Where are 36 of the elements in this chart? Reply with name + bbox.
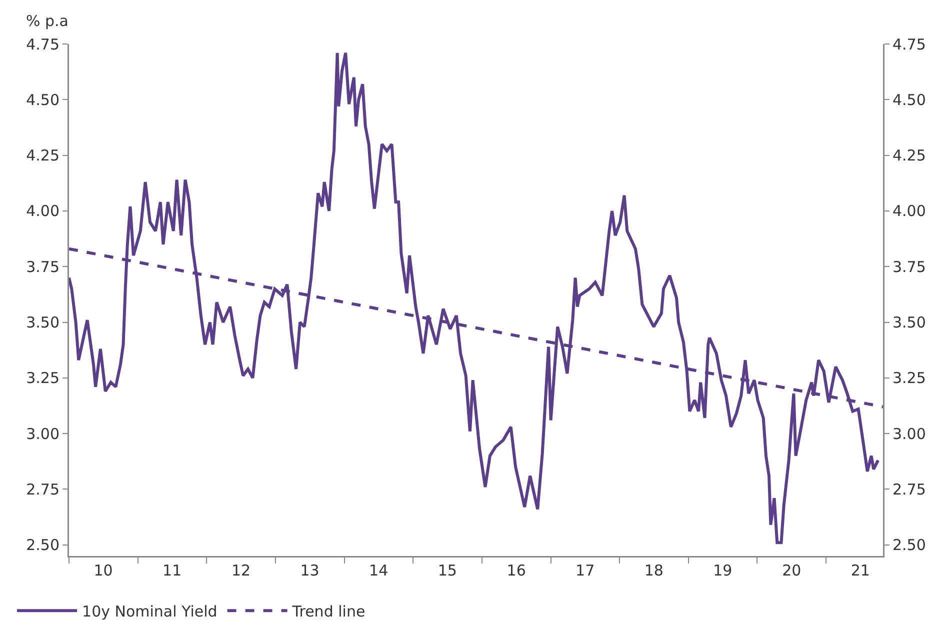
legend-label: Trend line (291, 602, 366, 620)
y-tick-label: 4.25 (26, 146, 60, 165)
y2-tick-label: 3.00 (892, 424, 926, 443)
y-tick-label: 3.00 (26, 424, 60, 443)
x-tick-label: 10 (94, 562, 113, 580)
y2-tick-label: 3.25 (892, 369, 926, 388)
line-series (69, 51, 880, 544)
x-tick-label: 13 (300, 562, 320, 580)
y2-tick-label: 2.75 (892, 480, 926, 498)
y2-tick-label: 4.75 (892, 35, 926, 54)
y-tick-label: 3.50 (26, 314, 60, 332)
x-tick-label: 14 (369, 562, 388, 580)
x-tick-label: 21 (850, 562, 870, 580)
y-tick-label: 3.25 (26, 369, 60, 388)
y-tick-label: 4.50 (26, 90, 60, 109)
y-tick-label: 4.75 (26, 35, 60, 54)
y-tick-label: 4.00 (26, 202, 60, 220)
x-tick-label: 12 (231, 562, 251, 580)
y2-tick-label: 4.00 (892, 202, 926, 220)
y2-tick-label: 3.50 (892, 314, 926, 332)
x-tick-label: 17 (576, 562, 595, 580)
x-tick-label: 18 (644, 562, 664, 580)
x-tick-label: 15 (438, 562, 457, 580)
x-tick-label: 19 (713, 562, 732, 580)
legend-label: 10y Nominal Yield (82, 602, 218, 620)
y2-tick-label: 2.50 (892, 536, 926, 554)
y-tick-label: 3.75 (26, 258, 60, 276)
y-axis-title: % p.a (26, 12, 69, 30)
x-tick-label: 20 (782, 562, 802, 580)
x-tick-label: 11 (162, 562, 182, 580)
y-tick-label: 2.50 (26, 536, 60, 554)
x-tick-label: 16 (506, 562, 526, 580)
y2-tick-label: 4.25 (892, 146, 926, 165)
y-tick-label: 2.75 (26, 480, 60, 498)
y2-tick-label: 4.50 (892, 90, 926, 109)
y2-tick-label: 3.75 (892, 258, 926, 276)
